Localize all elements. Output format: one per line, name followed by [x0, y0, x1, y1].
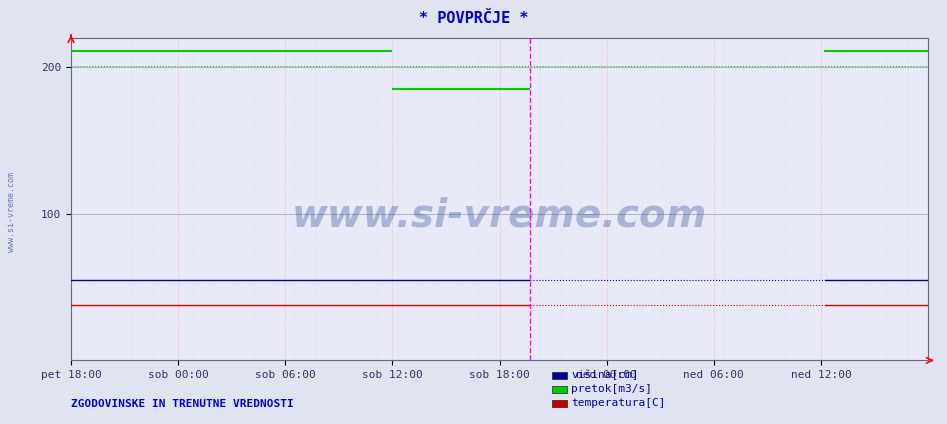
Text: www.si-vreme.com: www.si-vreme.com [7, 172, 16, 252]
Text: pretok[m3/s]: pretok[m3/s] [571, 384, 652, 394]
Text: temperatura[C]: temperatura[C] [571, 398, 666, 408]
Text: ZGODOVINSKE IN TRENUTNE VREDNOSTI: ZGODOVINSKE IN TRENUTNE VREDNOSTI [71, 399, 294, 409]
Text: * POVPRČJE *: * POVPRČJE * [419, 11, 528, 25]
Text: višina[cm]: višina[cm] [571, 370, 638, 380]
Text: www.si-vreme.com: www.si-vreme.com [292, 196, 707, 234]
